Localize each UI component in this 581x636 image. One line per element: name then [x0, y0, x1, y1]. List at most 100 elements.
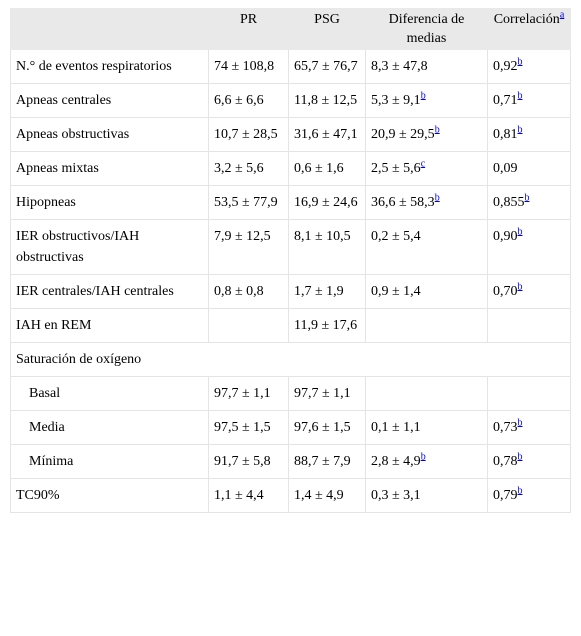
footnote-link[interactable]: b: [434, 192, 440, 204]
data-row: Apneas centrales 6,6 ± 6,6 11,8 ± 12,5 5,3 …: [10, 83, 571, 118]
header-row: PR PSG Diferencia de medias Correlacióna: [10, 8, 571, 50]
cell-text: 3,2 ± 5,6: [214, 161, 264, 176]
cell-text: 0,71: [493, 93, 518, 108]
cell-text: 31,6 ± 47,1: [294, 127, 358, 142]
value-cell: 97,7 ± 1,1: [208, 376, 289, 411]
row-label: Basal: [29, 386, 61, 401]
row-label-cell: N.° de eventos respiratorios: [10, 49, 209, 84]
value-cell: 8,3 ± 47,8: [365, 49, 488, 84]
footnote-link[interactable]: b: [517, 417, 523, 429]
value-cell: 0,8 ± 0,8: [208, 274, 289, 309]
footnote-marker: b: [518, 90, 523, 101]
value-cell: 2,8 ± 4,9b: [365, 444, 488, 479]
value-cell: 0,79b: [487, 478, 571, 513]
footnote-link[interactable]: b: [434, 124, 440, 136]
cell-text: 2,5 ± 5,6: [371, 161, 421, 176]
cell-text: 16,9 ± 24,6: [294, 195, 358, 210]
data-row: Apneas obstructivas 10,7 ± 28,5 31,6 ± 47,…: [10, 117, 571, 152]
header-cell: Diferencia de medias: [365, 8, 488, 50]
row-label-cell: IAH en REM: [10, 308, 209, 343]
footnote-link[interactable]: b: [517, 90, 523, 102]
data-row: IER centrales/IAH centrales 0,8 ± 0,8 1,7 …: [10, 274, 571, 309]
value-cell: 0,855b: [487, 185, 571, 220]
header-text: PSG: [314, 12, 340, 27]
footnote-link[interactable]: b: [420, 451, 426, 463]
footnote-marker: b: [421, 90, 426, 101]
footnote-link[interactable]: b: [517, 281, 523, 293]
cell-text: 0,09: [493, 161, 518, 176]
header-cell: PR: [208, 8, 289, 50]
cell-text: 0,8 ± 0,8: [214, 284, 264, 299]
row-label: Hipopneas: [16, 195, 76, 210]
cell-text: 88,7 ± 7,9: [294, 454, 351, 469]
cell-text: 0,79: [493, 488, 518, 503]
row-label-cell: Apneas obstructivas: [10, 117, 209, 152]
row-label: Saturación de oxígeno: [16, 352, 142, 367]
value-cell: 0,78b: [487, 444, 571, 479]
value-cell: 0,1 ± 1,1: [365, 410, 488, 445]
footnote-marker: b: [435, 192, 440, 203]
cell-text: 91,7 ± 5,8: [214, 454, 271, 469]
footnote-link[interactable]: b: [517, 56, 523, 68]
value-cell: 2,5 ± 5,6c: [365, 151, 488, 186]
value-cell: 88,7 ± 7,9: [288, 444, 366, 479]
row-label-cell: IER centrales/IAH centrales: [10, 274, 209, 309]
row-label-cell: IER obstructivos/IAH obstructivas: [10, 219, 209, 275]
row-label-cell: Mínima: [10, 444, 209, 479]
value-cell: [365, 308, 488, 343]
footnote-marker: b: [421, 451, 426, 462]
cell-text: 2,8 ± 4,9: [371, 454, 421, 469]
value-cell: 0,6 ± 1,6: [288, 151, 366, 186]
data-row: IER obstructivos/IAH obstructivas 7,9 ± 1…: [10, 219, 571, 275]
row-label: IER centrales/IAH centrales: [16, 284, 174, 299]
cell-text: 1,4 ± 4,9: [294, 488, 344, 503]
row-label-cell: TC90%: [10, 478, 209, 513]
value-cell: 1,7 ± 1,9: [288, 274, 366, 309]
value-cell: 91,7 ± 5,8: [208, 444, 289, 479]
footnote-marker: b: [518, 226, 523, 237]
footnote-link[interactable]: b: [517, 124, 523, 136]
data-row: TC90% 1,1 ± 4,4 1,4 ± 4,9 0,3 ± 3,1 0,79b: [10, 478, 571, 513]
row-label: IAH en REM: [16, 318, 92, 333]
cell-text: 0,92: [493, 59, 518, 74]
value-cell: 8,1 ± 10,5: [288, 219, 366, 275]
footnote-marker: b: [435, 124, 440, 135]
footnote-marker: b: [518, 124, 523, 135]
cell-text: 11,8 ± 12,5: [294, 93, 358, 108]
value-cell: 0,71b: [487, 83, 571, 118]
value-cell: 74 ± 108,8: [208, 49, 289, 84]
cell-text: 1,1 ± 4,4: [214, 488, 264, 503]
cell-text: 0,3 ± 3,1: [371, 488, 421, 503]
footnote-link[interactable]: b: [517, 451, 523, 463]
row-label-cell: Media: [10, 410, 209, 445]
value-cell: 1,1 ± 4,4: [208, 478, 289, 513]
cell-text: 0,855: [493, 195, 525, 210]
footnote-link[interactable]: b: [517, 226, 523, 238]
footnote-link[interactable]: c: [420, 158, 426, 170]
footnote-marker: b: [518, 485, 523, 496]
header-text: Diferencia de medias: [388, 12, 465, 46]
row-label: Apneas centrales: [16, 93, 112, 108]
footnote-link[interactable]: b: [420, 90, 426, 102]
row-label: Media: [29, 420, 65, 435]
footnote-link[interactable]: a: [559, 9, 565, 21]
footnote-link[interactable]: b: [517, 485, 523, 497]
data-row: Basal 97,7 ± 1,1 97,7 ± 1,1: [10, 376, 571, 411]
value-cell: 20,9 ± 29,5b: [365, 117, 488, 152]
value-cell: 97,5 ± 1,5: [208, 410, 289, 445]
value-cell: 11,9 ± 17,6: [288, 308, 366, 343]
footnote-marker: a: [560, 9, 564, 20]
data-row: Media 97,5 ± 1,5 97,6 ± 1,5 0,1 ± 1,1 0,73b: [10, 410, 571, 445]
value-cell: 16,9 ± 24,6: [288, 185, 366, 220]
cell-text: 97,7 ± 1,1: [294, 386, 351, 401]
value-cell: 53,5 ± 77,9: [208, 185, 289, 220]
header-cell: [10, 8, 209, 50]
footnote-marker: c: [421, 158, 425, 169]
cell-text: 20,9 ± 29,5: [371, 127, 435, 142]
cell-text: 8,3 ± 47,8: [371, 59, 428, 74]
footnote-link[interactable]: b: [524, 192, 530, 204]
value-cell: [208, 308, 289, 343]
footnote-marker: b: [525, 192, 530, 203]
header-text: Correlación: [493, 12, 560, 27]
